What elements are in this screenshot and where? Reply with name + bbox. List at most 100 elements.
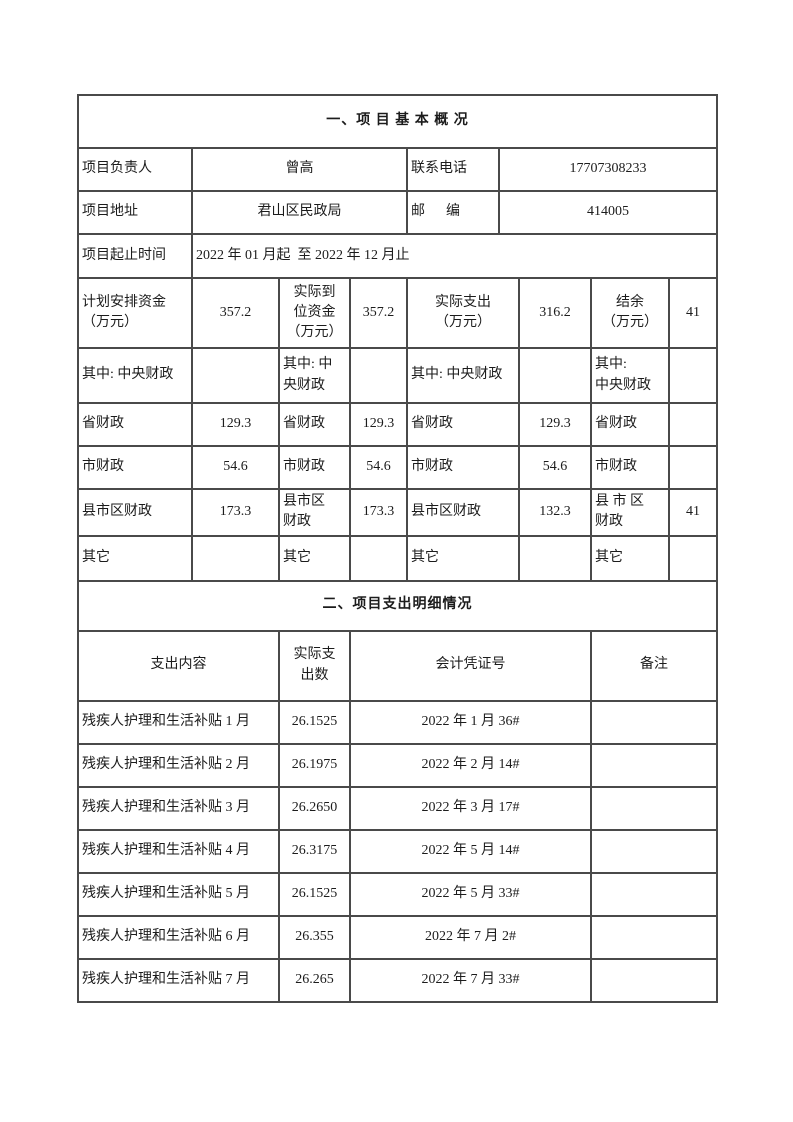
county-label-4: 县 市 区 财政 <box>590 488 670 537</box>
county-value-2: 173.3 <box>349 488 408 537</box>
other-value-3 <box>518 534 592 582</box>
central-finance-row: 其中: 中央财政 其中: 中 央财政 其中: 中央财政 其中: 中央财政 <box>77 347 719 404</box>
province-value-2: 129.3 <box>349 402 408 447</box>
manager-label: 项目负责人 <box>77 147 193 192</box>
province-value-4 <box>667 402 719 447</box>
expense-note <box>589 957 719 1003</box>
address-label: 项目地址 <box>77 190 193 235</box>
expense-content: 残疾人护理和生活补贴 3 月 <box>77 785 280 831</box>
header-content: 支出内容 <box>77 629 280 702</box>
header-amount: 实际支 出数 <box>278 629 351 702</box>
county-label-2: 县市区 财政 <box>278 488 351 537</box>
expense-amount: 26.355 <box>278 914 351 960</box>
expense-voucher: 2022 年 5 月 14# <box>349 828 592 874</box>
city-label-3: 市财政 <box>406 445 520 490</box>
city-value-3: 54.6 <box>518 445 592 490</box>
received-funds-value: 357.2 <box>349 277 408 349</box>
central-value-3 <box>518 347 592 404</box>
section1-title: 一、项 目 基 本 概 况 <box>76 94 719 149</box>
city-label-4: 市财政 <box>590 445 670 490</box>
balance-label: 结余 （万元） <box>590 277 670 349</box>
other-value-2 <box>349 534 408 582</box>
county-value-3: 132.3 <box>518 488 592 537</box>
central-label-3: 其中: 中央财政 <box>406 347 520 404</box>
project-report-table: 一、项 目 基 本 概 况 项目负责人 曾高 联系电话 17707308233 … <box>76 94 719 1003</box>
province-finance-row: 省财政 129.3 省财政 129.3 省财政 129.3 省财政 <box>77 402 719 447</box>
city-label-2: 市财政 <box>278 445 351 490</box>
received-funds-label: 实际到 位资金 （万元） <box>278 277 351 349</box>
expense-voucher: 2022 年 3 月 17# <box>349 785 592 831</box>
other-finance-row: 其它 其它 其它 其它 <box>77 534 719 582</box>
planned-funds-value: 357.2 <box>191 277 280 349</box>
expense-row: 残疾人护理和生活补贴 5 月 26.1525 2022 年 5 月 33# <box>77 871 719 917</box>
expense-amount: 26.2650 <box>278 785 351 831</box>
central-label-1: 其中: 中央财政 <box>77 347 193 404</box>
central-label-2: 其中: 中 央财政 <box>278 347 351 404</box>
expense-row: 残疾人护理和生活补贴 2 月 26.1975 2022 年 2 月 14# <box>77 742 719 788</box>
expense-row: 残疾人护理和生活补贴 1 月 26.1525 2022 年 1 月 36# <box>77 699 719 745</box>
header-voucher: 会计凭证号 <box>349 629 592 702</box>
planned-funds-label: 计划安排资金 （万元） <box>77 277 193 349</box>
section2-title: 二、项目支出明细情况 <box>76 579 719 632</box>
phone-label: 联系电话 <box>406 147 500 192</box>
funding-totals-row: 计划安排资金 （万元） 357.2 实际到 位资金 （万元） 357.2 实际支… <box>77 277 719 349</box>
other-value-4 <box>667 534 719 582</box>
expense-row: 残疾人护理和生活补贴 4 月 26.3175 2022 年 5 月 14# <box>77 828 719 874</box>
central-value-2 <box>349 347 408 404</box>
province-label-1: 省财政 <box>77 402 193 447</box>
other-label-2: 其它 <box>278 534 351 582</box>
central-value-1 <box>191 347 280 404</box>
county-value-4: 41 <box>667 488 719 537</box>
expense-note <box>589 828 719 874</box>
actual-spend-label: 实际支出 （万元） <box>406 277 520 349</box>
period-label: 项目起止时间 <box>77 233 193 279</box>
other-label-1: 其它 <box>77 534 193 582</box>
expense-note <box>589 914 719 960</box>
expense-row: 残疾人护理和生活补贴 3 月 26.2650 2022 年 3 月 17# <box>77 785 719 831</box>
province-value-3: 129.3 <box>518 402 592 447</box>
central-value-4 <box>667 347 719 404</box>
other-value-1 <box>191 534 280 582</box>
header-note: 备注 <box>589 629 719 702</box>
actual-spend-value: 316.2 <box>518 277 592 349</box>
address-row: 项目地址 君山区民政局 邮 编 414005 <box>77 190 719 235</box>
balance-value: 41 <box>667 277 719 349</box>
city-value-2: 54.6 <box>349 445 408 490</box>
city-value-4 <box>667 445 719 490</box>
city-value-1: 54.6 <box>191 445 280 490</box>
expense-content: 残疾人护理和生活补贴 4 月 <box>77 828 280 874</box>
province-value-1: 129.3 <box>191 402 280 447</box>
county-label-3: 县市区财政 <box>406 488 520 537</box>
period-row: 项目起止时间 2022 年 01 月起 至 2022 年 12 月止 <box>77 233 719 279</box>
expense-amount: 26.1525 <box>278 699 351 745</box>
other-label-3: 其它 <box>406 534 520 582</box>
expense-voucher: 2022 年 1 月 36# <box>349 699 592 745</box>
county-value-1: 173.3 <box>191 488 280 537</box>
expense-note <box>589 742 719 788</box>
province-label-2: 省财政 <box>278 402 351 447</box>
city-finance-row: 市财政 54.6 市财政 54.6 市财政 54.6 市财政 <box>77 445 719 490</box>
expense-note <box>589 785 719 831</box>
expense-voucher: 2022 年 7 月 2# <box>349 914 592 960</box>
city-label-1: 市财政 <box>77 445 193 490</box>
expense-content: 残疾人护理和生活补贴 5 月 <box>77 871 280 917</box>
expense-voucher: 2022 年 2 月 14# <box>349 742 592 788</box>
expense-content: 残疾人护理和生活补贴 2 月 <box>77 742 280 788</box>
expense-note <box>589 699 719 745</box>
period-value: 2022 年 01 月起 至 2022 年 12 月止 <box>190 233 719 279</box>
expense-amount: 26.265 <box>278 957 351 1003</box>
expense-voucher: 2022 年 7 月 33# <box>349 957 592 1003</box>
expense-row: 残疾人护理和生活补贴 6 月 26.355 2022 年 7 月 2# <box>77 914 719 960</box>
province-label-3: 省财政 <box>406 402 520 447</box>
expense-note <box>589 871 719 917</box>
county-finance-row: 县市区财政 173.3 县市区 财政 173.3 县市区财政 132.3 县 市… <box>77 488 719 537</box>
expense-row: 残疾人护理和生活补贴 7 月 26.265 2022 年 7 月 33# <box>77 957 719 1003</box>
expense-header-row: 支出内容 实际支 出数 会计凭证号 备注 <box>77 629 719 702</box>
manager-value: 曾高 <box>191 147 408 192</box>
phone-value: 17707308233 <box>497 147 719 192</box>
postal-label: 邮 编 <box>406 190 500 235</box>
postal-value: 414005 <box>497 190 719 235</box>
expense-content: 残疾人护理和生活补贴 1 月 <box>77 699 280 745</box>
other-label-4: 其它 <box>590 534 670 582</box>
